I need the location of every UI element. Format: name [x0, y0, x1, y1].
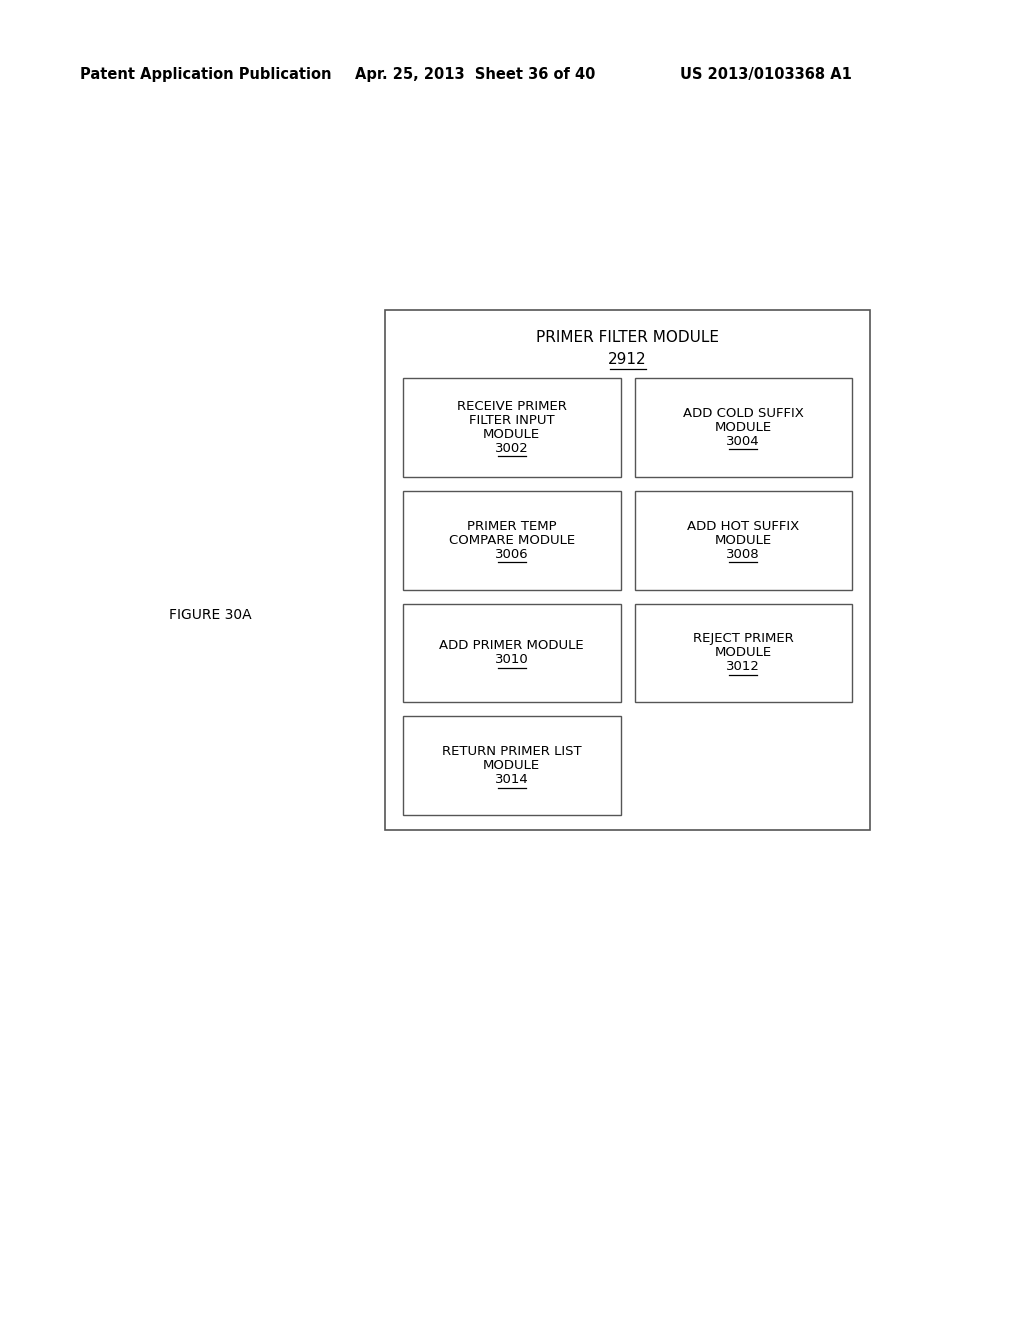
Text: FILTER INPUT: FILTER INPUT: [469, 414, 555, 426]
Text: 2912: 2912: [608, 352, 647, 367]
Bar: [403, 491, 621, 590]
Bar: [403, 603, 621, 702]
Text: MODULE: MODULE: [715, 533, 772, 546]
Text: US 2013/0103368 A1: US 2013/0103368 A1: [680, 67, 852, 82]
Text: FIGURE 30A: FIGURE 30A: [169, 609, 251, 622]
Text: 3014: 3014: [495, 774, 528, 787]
Bar: [635, 491, 852, 590]
Bar: [385, 310, 870, 830]
Text: ADD COLD SUFFIX: ADD COLD SUFFIX: [683, 407, 804, 420]
Text: 3012: 3012: [726, 660, 760, 673]
Text: MODULE: MODULE: [483, 428, 541, 441]
Bar: [403, 717, 621, 814]
Text: 3002: 3002: [495, 442, 528, 455]
Text: RETURN PRIMER LIST: RETURN PRIMER LIST: [442, 744, 582, 758]
Text: PRIMER TEMP: PRIMER TEMP: [467, 520, 557, 533]
Text: MODULE: MODULE: [715, 421, 772, 434]
Text: COMPARE MODULE: COMPARE MODULE: [449, 533, 574, 546]
Text: MODULE: MODULE: [715, 647, 772, 660]
Text: 3010: 3010: [495, 653, 528, 667]
Bar: [635, 378, 852, 477]
Text: Patent Application Publication: Patent Application Publication: [80, 67, 332, 82]
Text: Apr. 25, 2013  Sheet 36 of 40: Apr. 25, 2013 Sheet 36 of 40: [355, 67, 595, 82]
Text: REJECT PRIMER: REJECT PRIMER: [693, 632, 794, 645]
Text: ADD PRIMER MODULE: ADD PRIMER MODULE: [439, 639, 584, 652]
Bar: [635, 603, 852, 702]
Text: 3006: 3006: [495, 548, 528, 561]
Text: RECEIVE PRIMER: RECEIVE PRIMER: [457, 400, 566, 413]
Bar: [403, 378, 621, 477]
Text: 3008: 3008: [726, 548, 760, 561]
Text: MODULE: MODULE: [483, 759, 541, 772]
Text: ADD HOT SUFFIX: ADD HOT SUFFIX: [687, 520, 800, 533]
Text: PRIMER FILTER MODULE: PRIMER FILTER MODULE: [536, 330, 719, 346]
Text: 3004: 3004: [726, 434, 760, 447]
